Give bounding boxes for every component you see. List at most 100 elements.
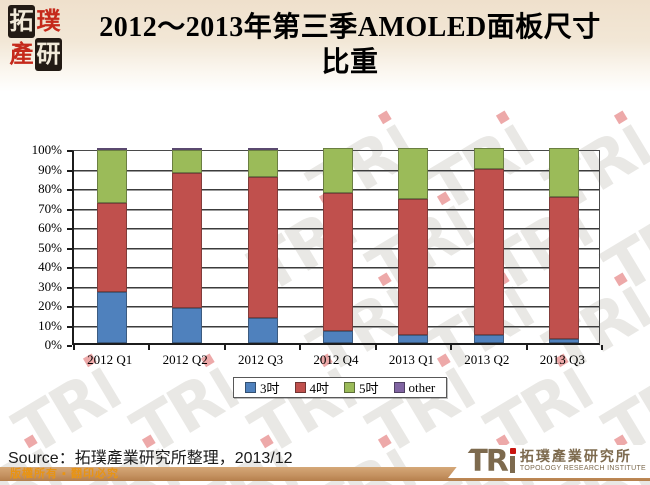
source-note: Source：拓璞產業研究所整理，2013/12 xyxy=(8,450,293,467)
y-axis-label: 60% xyxy=(38,220,62,235)
segment-5吋 xyxy=(473,148,504,170)
copyright-text: 版權所有 ▪ 翻印必究 xyxy=(10,468,120,480)
y-axis-tick xyxy=(67,189,72,191)
page-title: 2012～2013年第三季AMOLED面板尺寸 比重 xyxy=(70,10,630,80)
y-axis-tick xyxy=(67,247,72,250)
y-axis-tick xyxy=(67,267,72,269)
tri-logo-english: TOPOLOGY RESEARCH INSTITUTE xyxy=(519,465,646,472)
y-axis-label: 40% xyxy=(38,259,62,274)
legend-swatch-icon xyxy=(294,382,306,393)
segment-4吋 xyxy=(549,196,580,340)
segment-other xyxy=(96,148,127,150)
y-axis-label: 20% xyxy=(38,298,62,313)
y-axis-tick xyxy=(67,345,72,347)
segment-5吋 xyxy=(96,149,127,203)
tri-logo-words: 拓璞產業研究所 TOPOLOGY RESEARCH INSTITUTE xyxy=(520,450,646,473)
segment-4吋 xyxy=(247,177,278,318)
x-axis-label: 2013 Q2 xyxy=(464,352,510,367)
y-axis-label: 0% xyxy=(44,337,62,352)
legend-label: other xyxy=(408,379,436,395)
legend-item-3吋: 3吋 xyxy=(245,378,280,397)
bar-2012-q4 xyxy=(323,148,353,343)
chart-legend: 3吋 4吋 5吋 other xyxy=(233,377,448,398)
y-axis-tick xyxy=(67,169,72,172)
x-axis-tick xyxy=(223,345,226,350)
legend-swatch-icon xyxy=(393,382,405,393)
segment-5吋 xyxy=(549,148,580,197)
bar-2012-q2 xyxy=(172,148,203,343)
x-axis-label: 2012 Q4 xyxy=(313,352,359,367)
x-axis-tick xyxy=(601,345,603,350)
y-axis-tick xyxy=(67,325,72,328)
x-axis-label: 2012 Q1 xyxy=(87,352,133,367)
segment-other xyxy=(247,148,278,150)
segment-5吋 xyxy=(172,149,203,174)
segment-5吋 xyxy=(247,149,278,178)
segment-4吋 xyxy=(96,202,127,293)
segment-3吋 xyxy=(172,307,203,343)
x-axis-tick xyxy=(525,345,528,350)
legend-item-4吋: 4吋 xyxy=(294,378,330,397)
y-axis-label: 90% xyxy=(38,161,62,177)
legend-swatch-icon xyxy=(344,382,356,393)
logo-char: 璞 xyxy=(36,8,61,35)
segment-4吋 xyxy=(398,198,429,336)
tri-logo-icon: TR xyxy=(467,446,516,476)
legend-label: 3吋 xyxy=(260,381,280,396)
y-axis-tick xyxy=(67,228,72,230)
x-axis-tick xyxy=(450,345,453,350)
plot-area xyxy=(67,148,603,350)
legend-label: 5吋 xyxy=(359,381,379,396)
y-axis-tick xyxy=(67,286,72,289)
y-axis-label: 80% xyxy=(38,181,62,196)
segment-3吋 xyxy=(323,331,353,343)
y-axis-label: 70% xyxy=(38,200,62,216)
tri-logo-chinese: 拓璞產業研究所 xyxy=(519,450,632,465)
y-axis-label: 50% xyxy=(38,239,62,255)
y-axis-label: 10% xyxy=(38,317,62,333)
x-axis-label: 2013 Q1 xyxy=(388,352,434,367)
segment-4吋 xyxy=(172,173,203,308)
segment-3吋 xyxy=(247,317,278,343)
x-axis-label: 2012 Q2 xyxy=(162,352,208,367)
x-axis-tick xyxy=(73,345,75,350)
segment-3吋 xyxy=(473,335,504,343)
y-axis-tick xyxy=(67,306,72,308)
x-axis-tick xyxy=(148,345,151,350)
segment-3吋 xyxy=(398,335,429,343)
y-axis-tick xyxy=(67,150,72,152)
logo-char: 拓 xyxy=(8,5,35,38)
bar-2013-q3 xyxy=(549,148,580,343)
legend-label: 4吋 xyxy=(309,381,330,396)
y-axis-label: 100% xyxy=(31,142,62,157)
tri-seal-logo-icon: 拓 璞 產 研 xyxy=(8,5,62,71)
segment-4吋 xyxy=(323,192,353,332)
legend-item-5吋: 5吋 xyxy=(344,378,379,397)
segment-3吋 xyxy=(96,292,127,343)
legend-swatch-icon xyxy=(245,382,256,393)
title-line-1: 2012～2013年第三季AMOLED面板尺寸 xyxy=(99,12,601,43)
bar-2012-q3 xyxy=(247,148,278,343)
logo-char: 產 xyxy=(9,41,34,68)
bar-2013-q2 xyxy=(473,148,504,343)
x-axis-label: 2013 Q3 xyxy=(539,352,585,367)
bar-2013-q1 xyxy=(398,148,429,343)
bar-2012-q1 xyxy=(96,148,127,343)
segment-3吋 xyxy=(549,339,580,343)
x-axis-tick xyxy=(374,345,377,350)
x-axis-label: 2012 Q3 xyxy=(237,352,284,367)
x-axis-tick xyxy=(299,345,302,350)
y-axis-label: 30% xyxy=(38,278,62,294)
header-background xyxy=(0,0,650,92)
tri-footer-logo: TR 拓璞產業研究所 TOPOLOGY RESEARCH INSTITUTE xyxy=(448,445,650,478)
logo-char: 研 xyxy=(35,38,62,71)
title-line-2: 比重 xyxy=(321,47,379,78)
segment-5吋 xyxy=(398,148,429,199)
segment-4吋 xyxy=(473,169,504,336)
legend-item-other: other xyxy=(393,379,436,396)
segment-other xyxy=(172,148,203,150)
y-axis-tick xyxy=(67,208,72,211)
segment-5吋 xyxy=(323,148,353,193)
